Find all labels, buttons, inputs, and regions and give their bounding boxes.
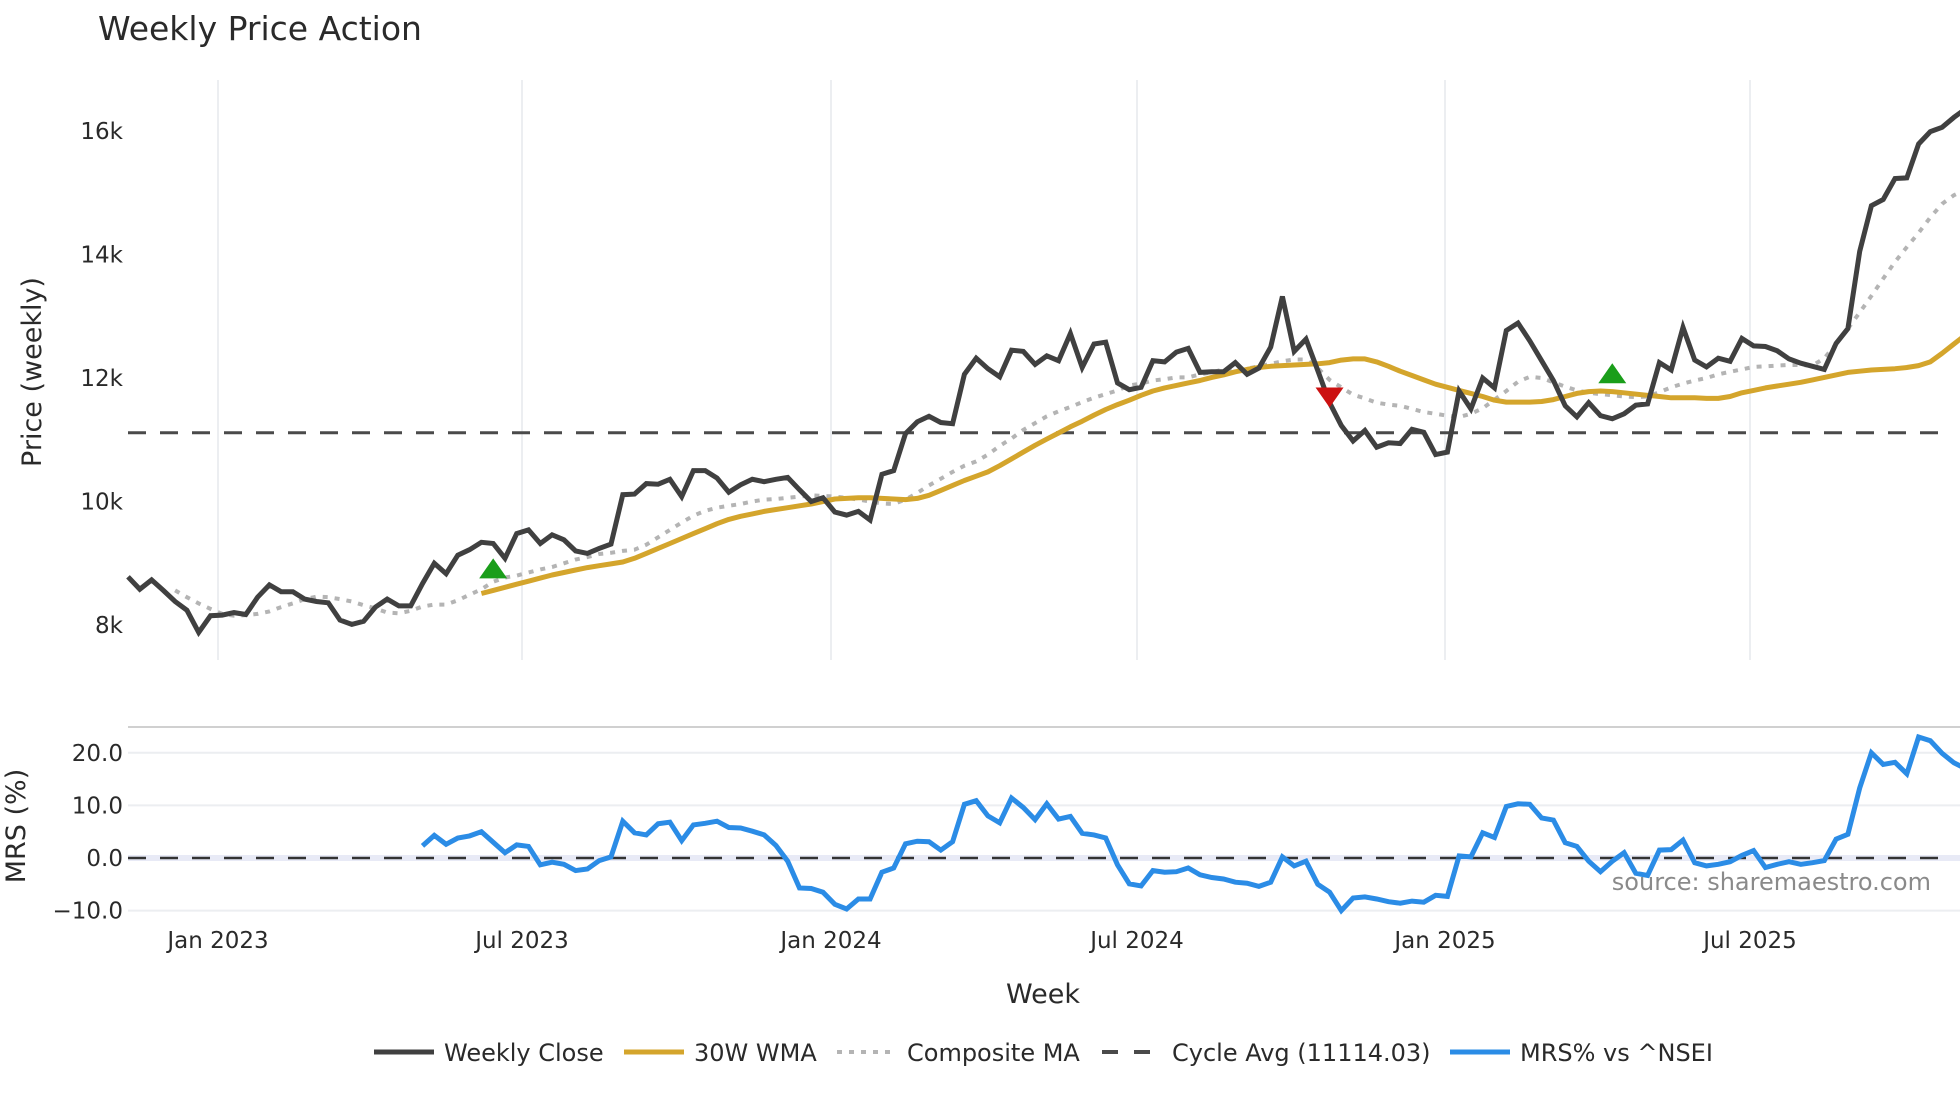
x-axis-title: Week (1006, 979, 1080, 1010)
legend-label: Weekly Close (444, 1039, 604, 1067)
legend: Weekly Close 30W WMA Composite MA Cycle Avg… (374, 1039, 1713, 1067)
weekly-close-line (126, 109, 1960, 638)
legend-label: Cycle Avg (11114.03) (1172, 1039, 1431, 1067)
x-axis-ticks: Jan 2023 Jul 2023 Jan 2024 Jul 2024 Jan 2025… (165, 928, 1796, 954)
price-y-ticks: 16k 14k 12k 10k 8k (80, 119, 123, 639)
signal-markers (479, 363, 1627, 579)
wma-30w-line (480, 336, 1960, 596)
x-tick-label: Jul 2023 (473, 928, 569, 954)
x-tick-label: Jul 2025 (1701, 928, 1797, 954)
mrs-y-ticks: 20.0 10.0 0.0 −10.0 (53, 741, 123, 925)
x-tick-label: Jul 2024 (1088, 928, 1184, 954)
legend-label: 30W WMA (694, 1039, 817, 1067)
mrs-panel: 20.0 10.0 0.0 −10.0 MRS (%) source: sharema… (1, 726, 1960, 925)
price-y-tick-label: 8k (95, 613, 124, 639)
price-y-tick-label: 12k (80, 366, 123, 392)
mrs-y-tick-label: 20.0 (72, 741, 123, 767)
mrs-y-tick-label: −10.0 (53, 899, 123, 925)
price-panel: 16k 14k 12k 10k 8k Price (weekly) (17, 80, 1960, 660)
mrs-y-tick-label: 0.0 (86, 846, 123, 872)
mrs-y-axis-title: MRS (%) (1, 769, 32, 884)
legend-label: MRS% vs ^NSEI (1520, 1039, 1713, 1067)
composite-ma-line (174, 190, 1960, 618)
buy-signal-icon (1598, 363, 1627, 384)
x-tick-label: Jan 2025 (1392, 928, 1495, 954)
buy-signal-icon (479, 558, 508, 579)
chart-title: Weekly Price Action (98, 9, 422, 48)
sell-signal-icon (1315, 387, 1344, 408)
mrs-line (420, 733, 1960, 915)
legend-label: Composite MA (907, 1039, 1080, 1067)
price-y-tick-label: 16k (80, 119, 123, 145)
x-tick-label: Jan 2024 (778, 928, 881, 954)
mrs-y-tick-label: 10.0 (72, 793, 123, 819)
price-y-tick-label: 14k (80, 243, 123, 269)
price-y-axis-title: Price (weekly) (17, 277, 48, 467)
source-annotation: source: sharemaestro.com (1612, 868, 1931, 896)
price-vertical-gridlines (217, 80, 1751, 660)
x-tick-label: Jan 2023 (165, 928, 268, 954)
price-y-tick-label: 10k (80, 490, 123, 516)
